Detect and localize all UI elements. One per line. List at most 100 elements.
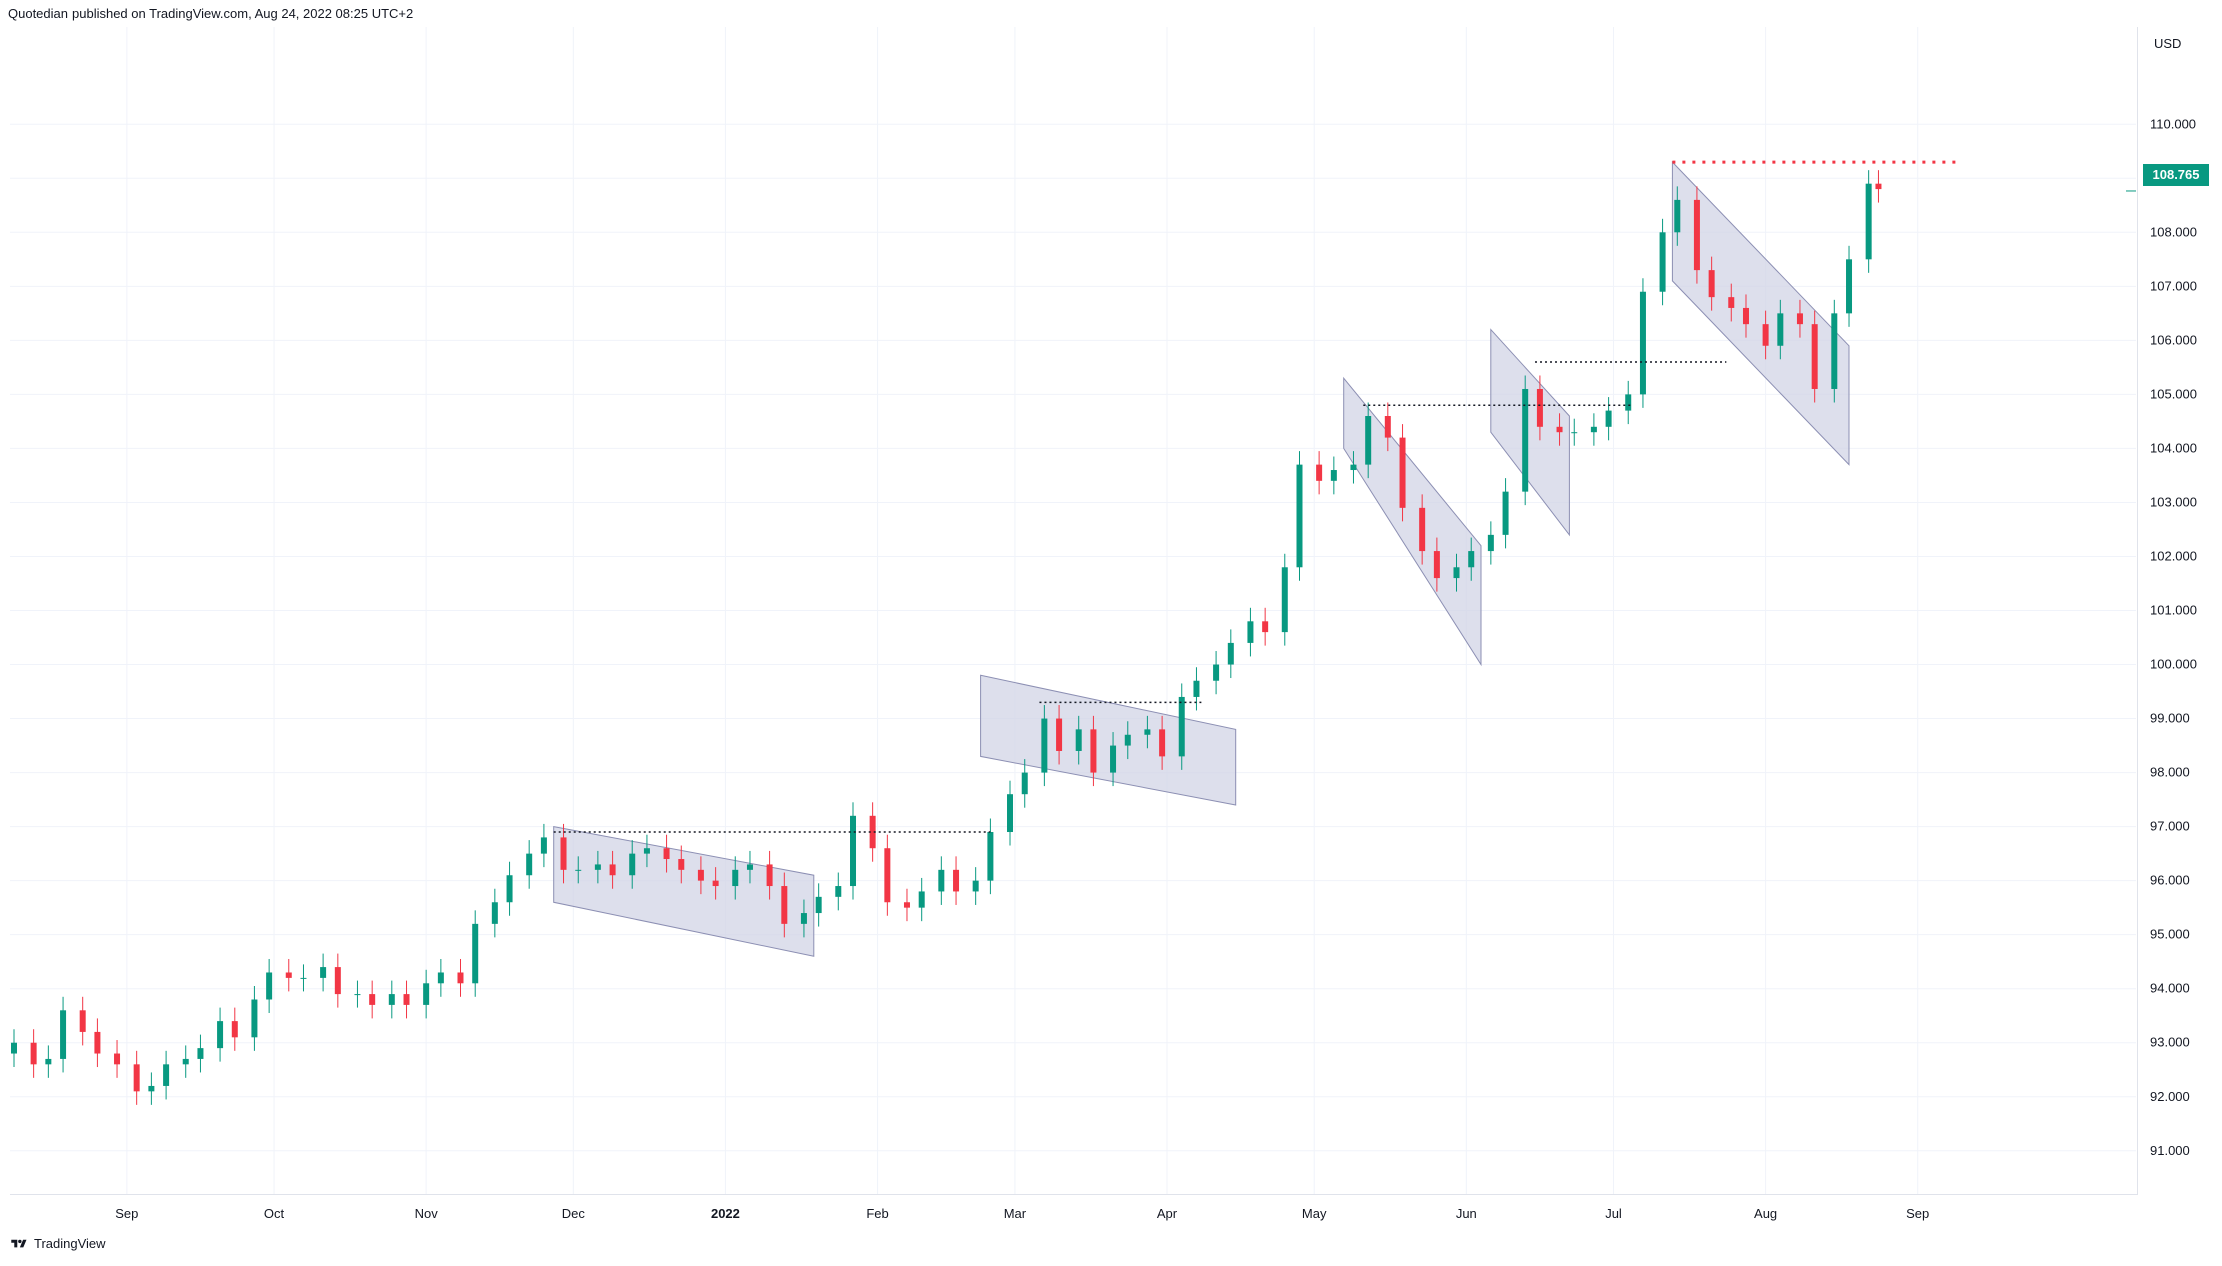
candle-body [1281,567,1288,633]
candle-body [1007,794,1014,833]
candle-body [629,853,636,876]
y-tick-label: 104.000 [2150,440,2197,455]
y-tick-label: 99.000 [2150,711,2190,726]
x-tick-label: Feb [866,1206,888,1221]
candle-body [1762,324,1769,346]
candle-body [609,864,616,876]
publisher-name: Quotedian [8,6,68,21]
candle-body [1571,432,1578,434]
candle-body [1846,259,1853,314]
candle-body [1262,621,1269,633]
candle-body [815,896,822,914]
candle-body [437,972,444,984]
candle-body [1639,291,1646,395]
footer-brand: TradingView [10,1236,106,1251]
x-tick-label: 2022 [711,1206,740,1221]
x-tick-label: Apr [1157,1206,1178,1221]
chart-pane[interactable] [10,27,2138,1195]
candle-body [133,1064,140,1092]
candle-body [1041,718,1048,773]
candle-body [320,967,327,978]
y-tick-label: 103.000 [2150,494,2197,509]
candle-body [94,1031,101,1054]
candle-body [1487,534,1494,552]
candle-body [1365,416,1372,465]
candle-body [1453,567,1460,579]
candle-body [1502,491,1509,535]
candle-body [1777,313,1784,346]
candle-body [869,815,876,849]
footer-brand-label: TradingView [34,1236,106,1251]
candle-body [1708,270,1715,298]
candle-body [1227,642,1234,665]
x-tick-label: Jul [1605,1206,1622,1221]
candle-body [1556,426,1563,433]
candle-body [732,869,739,887]
candle-body [1296,464,1303,568]
y-tick-label: 98.000 [2150,765,2190,780]
candle-body [1021,772,1028,795]
y-tick-label: 110.000 [2150,116,2196,131]
trend-channel [1343,376,1482,667]
y-tick-label: 93.000 [2150,1035,2190,1050]
candle-body [918,891,925,908]
candle-body [781,886,788,924]
candle-body [369,994,376,1005]
candle-body [678,859,685,870]
x-tick-label: Jun [1456,1206,1477,1221]
candle-body [1419,507,1426,552]
candle-body [1811,324,1818,389]
y-tick-label: 102.000 [2150,548,2197,563]
candle-body [1875,183,1882,190]
candle-body [697,869,704,881]
candle-body [1384,416,1391,438]
candle-body [148,1085,155,1092]
candle-body [1693,199,1700,271]
candle-body [1213,664,1220,681]
candle-body [423,983,430,1005]
candle-body [457,972,464,984]
candle-body [30,1042,37,1065]
candle-body [1124,734,1131,746]
candle-body [938,869,945,892]
y-tick-label: 101.000 [2150,603,2197,618]
candle-body [526,853,533,876]
y-tick-label: 106.000 [2150,332,2197,347]
y-tick-label: 105.000 [2150,386,2197,401]
candle-body [663,848,670,860]
y-tick-label: 95.000 [2150,927,2190,942]
candle-body [903,902,910,908]
candle-body [1865,183,1872,260]
publication-header: Quotedian published on TradingView.com, A… [8,6,417,21]
candle-body [114,1053,121,1065]
candle-body [1831,313,1838,389]
x-tick-label: Sep [115,1206,138,1221]
candle-body [972,880,979,892]
candle-body [643,848,650,854]
candle-body [1674,199,1681,233]
candle-body [1247,621,1254,643]
candle-body [45,1058,52,1065]
candle-body [540,837,547,854]
candle-body [1193,680,1200,697]
y-tick-label: 108.000 [2150,224,2197,239]
candle-body [11,1042,17,1054]
candle-body [712,880,719,887]
candle-body [217,1021,224,1049]
candle-body [197,1048,204,1059]
candle-body [1159,729,1166,757]
x-tick-label: Aug [1754,1206,1777,1221]
candle-body [560,837,567,870]
trend-channel [553,825,815,957]
candle-body [884,848,891,903]
trend-channel [1671,160,1850,466]
candle-body [1110,745,1117,773]
candle-body [1090,729,1097,773]
candle-body [594,864,601,870]
price-axis-currency: USD [2154,36,2182,51]
candle-body [1433,551,1440,579]
candle-body [1330,470,1337,481]
candle-body [800,913,807,924]
y-tick-label: 97.000 [2150,819,2190,834]
